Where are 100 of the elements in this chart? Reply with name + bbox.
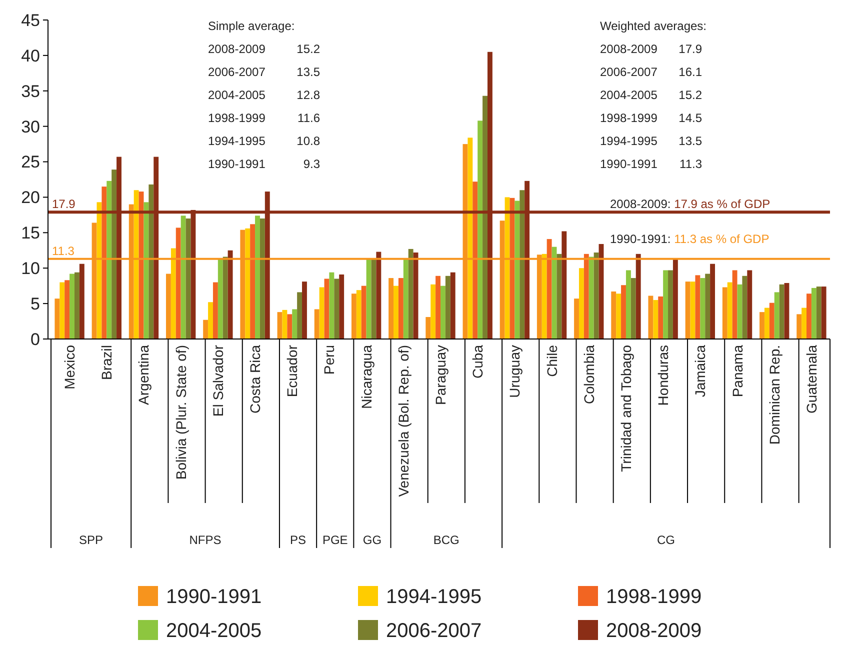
- bar: [287, 314, 292, 339]
- text: PS: [290, 533, 306, 547]
- text: 1990-1991 9.3: [208, 157, 320, 171]
- bar: [282, 310, 288, 339]
- ref-line-label: 11.3: [52, 244, 75, 258]
- bar: [426, 317, 431, 339]
- x-tick-label: Dominican Rep.: [766, 345, 782, 445]
- y-tick-label: 0: [30, 330, 40, 349]
- text: GG: [362, 533, 382, 547]
- x-tick-label: Cuba: [470, 344, 486, 378]
- bar: [685, 282, 690, 339]
- bar: [584, 254, 589, 339]
- bar: [578, 268, 584, 339]
- bar: [408, 248, 414, 339]
- text: CG: [657, 533, 676, 547]
- x-tick-label: Guatemala: [803, 344, 820, 414]
- bar: [556, 254, 562, 339]
- bar: [668, 270, 673, 339]
- text: 2006-2007 13.5: [208, 65, 320, 79]
- bar: [398, 278, 404, 339]
- x-tick-label: Nicaragua: [358, 344, 374, 409]
- bar: [722, 287, 728, 339]
- bar: [79, 264, 84, 339]
- bar: [636, 254, 641, 339]
- bar: [616, 294, 622, 339]
- bar: [672, 258, 678, 339]
- bar: [339, 274, 344, 339]
- bar: [445, 276, 450, 339]
- bar: [727, 282, 732, 339]
- bar: [228, 250, 233, 339]
- bar: [742, 276, 748, 339]
- x-tick-label: Bolivia (Plur. State of): [172, 345, 189, 480]
- text: 2006-2007 16.1: [600, 65, 702, 79]
- bar: [779, 284, 784, 339]
- bar: [769, 302, 774, 339]
- x-tick-label: Brazil: [98, 345, 115, 380]
- text: 1998-1999 11.6: [208, 111, 320, 125]
- bar: [166, 274, 171, 339]
- x-tick-label: Chile: [544, 344, 560, 377]
- bar: [695, 275, 700, 339]
- bar: [594, 252, 599, 339]
- bar: [542, 254, 547, 339]
- legend-label: 1998-1999: [606, 586, 702, 608]
- bar: [626, 270, 631, 339]
- bar: [106, 180, 112, 339]
- y-tick-label: 5: [30, 294, 40, 314]
- bar: [821, 286, 826, 339]
- bar: [319, 287, 324, 339]
- x-tick-label: Argentina: [136, 344, 152, 405]
- text: 2004-2005 15.2: [600, 88, 702, 102]
- bar: [203, 320, 208, 339]
- y-tick-label: 10: [21, 259, 40, 278]
- bar: [361, 286, 366, 339]
- bar: [144, 202, 149, 339]
- x-tick-label: Panama: [729, 344, 746, 398]
- bar: [222, 256, 228, 339]
- bar: [710, 264, 716, 339]
- bar: [514, 200, 520, 339]
- text: 2004-2005 12.8: [208, 88, 320, 102]
- x-tick-label: Ecuador: [284, 344, 300, 398]
- bar: [468, 138, 473, 339]
- bar: [574, 298, 579, 339]
- x-tick-label: Mexico: [62, 344, 78, 390]
- annotation: Simple average:: [208, 19, 295, 33]
- bar: [134, 190, 139, 339]
- bar: [334, 278, 340, 339]
- x-tick-label: Trinidad and Tobago: [618, 344, 634, 472]
- x-tick-label: El Salvador: [210, 344, 226, 417]
- y-tick-label: 35: [21, 82, 40, 101]
- bar: [588, 256, 594, 339]
- bar: [796, 314, 802, 339]
- bar: [630, 278, 636, 339]
- bar: [520, 190, 525, 339]
- bar: [482, 96, 488, 339]
- bar: [764, 308, 770, 339]
- x-tick-label: Venezuela (Bol. Rep. of): [395, 345, 412, 497]
- text: 2008-2009 17.9: [600, 42, 702, 56]
- bar: [450, 272, 456, 339]
- x-tick-label: Paraguay: [432, 345, 448, 405]
- bar: [760, 312, 764, 339]
- text: BCG: [433, 533, 460, 547]
- bar: [297, 292, 302, 339]
- bar: [510, 198, 515, 339]
- bar: [394, 286, 398, 339]
- bar: [478, 120, 483, 339]
- bar: [212, 282, 218, 339]
- bar: [611, 292, 616, 339]
- legend-label: 2006-2007: [386, 620, 482, 642]
- y-tick-label: 15: [21, 224, 40, 243]
- bar: [440, 286, 446, 339]
- bar: [208, 302, 213, 339]
- bar: [472, 182, 478, 339]
- bar: [705, 274, 710, 339]
- x-tick-label: Peru: [321, 345, 338, 375]
- x-tick-label: Costa Rica: [247, 344, 264, 414]
- text: 1994-1995 10.8: [208, 134, 320, 148]
- bar: [74, 272, 80, 339]
- bar: [376, 252, 382, 339]
- bar: [737, 284, 742, 339]
- bar: [658, 296, 664, 339]
